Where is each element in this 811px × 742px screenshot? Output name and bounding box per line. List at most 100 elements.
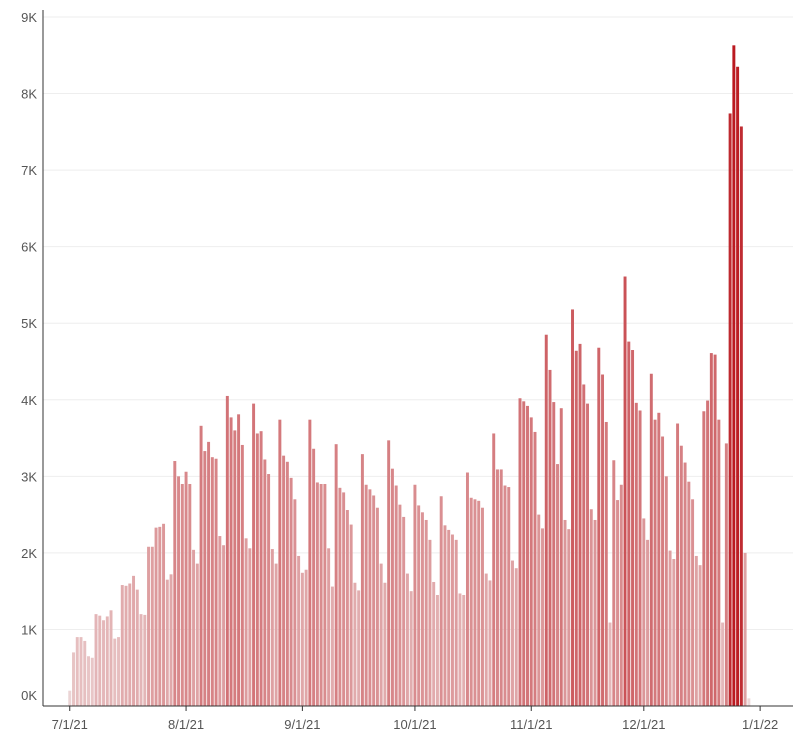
bar xyxy=(709,353,713,706)
bar xyxy=(345,510,349,706)
bar xyxy=(342,492,346,706)
bar xyxy=(739,126,743,707)
bar xyxy=(177,476,181,706)
bar xyxy=(270,549,274,706)
bar xyxy=(563,519,567,706)
bar xyxy=(578,343,582,706)
bar xyxy=(154,527,158,706)
bar xyxy=(195,563,199,706)
x-axis-ticks: 7/1/21 8/1/21 9/1/21 10/1/21 11/1/21 12/1/21 1… xyxy=(52,706,778,732)
bar xyxy=(105,616,109,706)
bar xyxy=(109,610,113,706)
bar xyxy=(537,514,541,706)
y-tick-label: 9K xyxy=(21,10,37,25)
bar xyxy=(327,548,331,706)
bar xyxy=(387,440,391,706)
bar xyxy=(458,593,462,706)
bar xyxy=(237,414,241,706)
x-tick-label: 7/1/21 xyxy=(52,717,88,732)
bar xyxy=(589,509,593,706)
bar xyxy=(454,539,458,706)
x-tick-label: 10/1/21 xyxy=(393,717,436,732)
bar xyxy=(443,525,447,706)
bar xyxy=(503,485,507,706)
bar xyxy=(364,484,368,706)
bar xyxy=(518,398,522,706)
bar xyxy=(439,496,443,706)
bar xyxy=(162,523,166,706)
bar xyxy=(736,66,740,706)
bar xyxy=(135,589,139,706)
bar xyxy=(488,580,492,706)
bar xyxy=(315,482,319,706)
bar xyxy=(634,402,638,706)
bar xyxy=(259,431,263,706)
bar xyxy=(90,657,94,706)
bar xyxy=(132,575,136,706)
bar xyxy=(447,529,451,706)
bar xyxy=(173,461,177,706)
bar xyxy=(143,614,147,706)
bar xyxy=(117,637,120,706)
bar xyxy=(473,499,477,706)
bar xyxy=(124,585,128,706)
y-tick-label: 2K xyxy=(21,546,37,561)
bar xyxy=(664,476,668,706)
bar xyxy=(698,565,702,706)
bar xyxy=(417,505,421,706)
bar xyxy=(113,638,117,706)
bar xyxy=(420,512,424,706)
bar xyxy=(282,455,286,706)
bar xyxy=(349,524,353,706)
bar xyxy=(450,534,454,706)
bar xyxy=(484,573,488,706)
bar xyxy=(225,395,229,706)
bar xyxy=(559,408,563,706)
bar xyxy=(544,334,548,706)
bar xyxy=(79,637,83,706)
bar xyxy=(330,586,334,706)
bar xyxy=(687,481,691,706)
y-tick-label: 7K xyxy=(21,163,37,178)
bar xyxy=(405,573,409,706)
bar xyxy=(222,545,226,706)
bar xyxy=(319,483,323,706)
y-tick-label: 4K xyxy=(21,393,37,408)
bar xyxy=(94,614,98,706)
y-tick-label: 8K xyxy=(21,87,37,102)
bar xyxy=(267,474,271,706)
bar xyxy=(120,585,124,706)
bar xyxy=(574,350,578,706)
x-tick-label: 1/1/22 xyxy=(742,717,778,732)
bar xyxy=(180,483,184,706)
bar xyxy=(597,347,601,706)
bar xyxy=(435,594,439,706)
y-tick-label: 5K xyxy=(21,316,37,331)
bar xyxy=(721,622,725,706)
bar xyxy=(293,499,297,706)
bar xyxy=(274,563,278,706)
bar xyxy=(255,433,259,706)
bar xyxy=(552,402,556,706)
bar xyxy=(623,276,627,706)
bar xyxy=(263,459,267,706)
bar xyxy=(683,462,687,706)
bar xyxy=(68,690,72,706)
bar xyxy=(304,569,308,706)
y-axis-ticks: 0K 1K 2K 3K 4K 5K 6K 7K 8K 9K xyxy=(21,10,37,703)
bar xyxy=(649,373,653,706)
bar xyxy=(353,582,357,706)
bar xyxy=(713,354,717,706)
bar xyxy=(72,652,75,706)
bar xyxy=(526,405,529,706)
bar xyxy=(612,460,616,706)
bar xyxy=(601,374,605,706)
bar xyxy=(604,421,608,706)
bar xyxy=(218,536,222,706)
bar xyxy=(203,451,207,706)
bar xyxy=(706,400,710,706)
x-tick-label: 12/1/21 xyxy=(622,717,665,732)
bar xyxy=(661,436,665,706)
axes xyxy=(42,10,793,707)
bar xyxy=(717,419,721,706)
